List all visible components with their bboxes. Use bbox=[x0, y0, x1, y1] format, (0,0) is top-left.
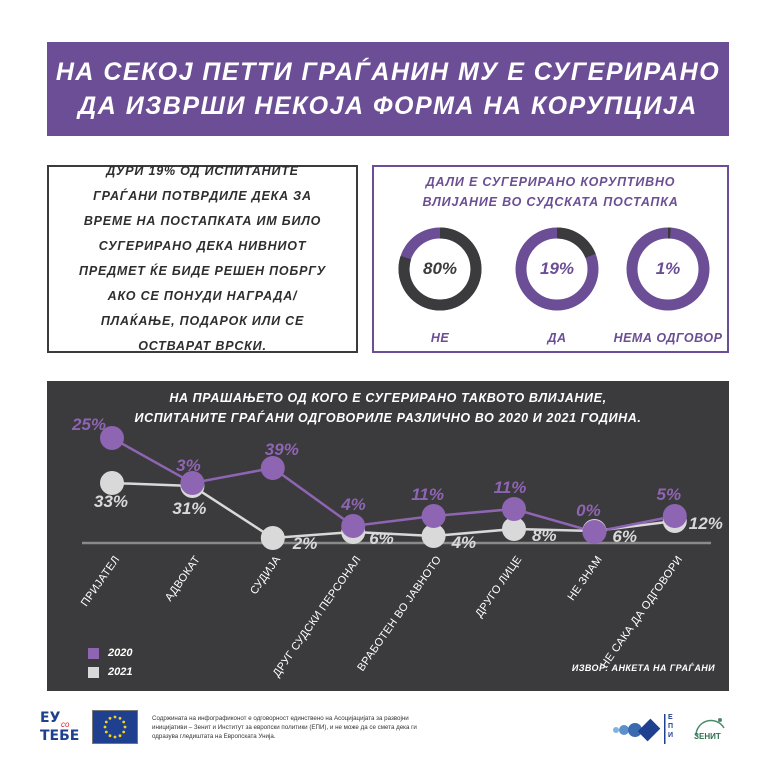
category-label-4: ДРУГ СУДСКИ ПЕРСОНАЛ bbox=[271, 554, 364, 680]
donut-title-line-2: ВЛИЈАНИЕ ВО СУДСКАТА ПОСТАПКА bbox=[422, 195, 679, 209]
chart-title-line-1: НА ПРАШАЊЕТО ОД КОГО Е СУГЕРИРАНО ТАКВОТ… bbox=[169, 391, 607, 405]
chart-source: ИЗВОР: АНКЕТА НА ГРАЃАНИ bbox=[571, 663, 715, 673]
category-label-1: ПРИЈАТЕЛ bbox=[79, 554, 123, 609]
data-label-2021-4: 6% bbox=[369, 529, 394, 548]
donut-no-answer: 1% bbox=[625, 226, 711, 312]
donut-label-yes: ДА bbox=[547, 331, 567, 345]
point-2020-7 bbox=[582, 520, 607, 544]
title-line-1: НА СЕКОЈ ПЕТТИ ГРАЃАНИН МУ Е СУГЕРИРАНО bbox=[55, 58, 721, 86]
data-label-2020-5: 11% bbox=[411, 485, 444, 504]
donut-value-yes: 19% bbox=[539, 259, 575, 278]
legend-2021: 2021 bbox=[88, 666, 132, 678]
donut-no: 80% bbox=[397, 226, 483, 312]
donut-yes: 19% bbox=[514, 226, 600, 312]
data-label-2021-1: 33% bbox=[94, 492, 128, 511]
category-label-6: ДРУГО ЛИЦЕ bbox=[473, 554, 524, 620]
category-label-7: НЕ ЗНАМ bbox=[565, 554, 604, 603]
category-label-8: НЕ САКА ДА ОДГОВОРИ bbox=[598, 554, 685, 671]
data-label-2021-3: 2% bbox=[292, 534, 318, 553]
point-2020-5 bbox=[421, 504, 446, 528]
category-label-2: АДВОКАТ bbox=[163, 554, 203, 604]
data-label-2020-6: 11% bbox=[494, 478, 527, 497]
data-label-2021-7: 6% bbox=[612, 527, 637, 546]
category-label-3: СУДИЈА bbox=[248, 554, 283, 597]
donut-value-no-answer: 1% bbox=[655, 259, 681, 278]
point-2020-8 bbox=[662, 504, 687, 528]
donut-box: ДАЛИ Е СУГЕРИРАНО КОРУПТИВНО ВЛИЈАНИЕ ВО… bbox=[372, 165, 729, 353]
legend-2020: 2020 bbox=[88, 647, 132, 659]
footer-disclaimer: Содржината на инфографиконот е одговорно… bbox=[152, 715, 417, 740]
donut-ring-no bbox=[398, 227, 482, 311]
category-label-5: ВРАБОТЕН ВО ЈАВНОТО bbox=[355, 554, 444, 674]
summary-text: ДУРИ 19% ОД ИСПИТАНИТЕ ГРАЃАНИ ПОТВРДИЛЕ… bbox=[79, 164, 326, 353]
legend-label-2021: 2021 bbox=[108, 666, 133, 678]
data-label-2021-2: 31% bbox=[172, 499, 206, 518]
epi-logo: ЕПИ bbox=[608, 712, 674, 751]
eu-flag-icon bbox=[92, 710, 138, 744]
donut-ring-no-answer bbox=[626, 227, 710, 311]
legend-swatch-2021 bbox=[88, 666, 99, 678]
donut-arc-no bbox=[398, 227, 482, 311]
epi-logo-text: ЕПИ bbox=[668, 714, 674, 739]
zenit-logo: ЗЕНИТ bbox=[690, 710, 730, 750]
summary-box: ДУРИ 19% ОД ИСПИТАНИТЕ ГРАЃАНИ ПОТВРДИЛЕ… bbox=[47, 164, 358, 353]
point-2020-4 bbox=[341, 514, 366, 538]
point-2020-3 bbox=[260, 456, 285, 480]
data-label-2020-2: 3% bbox=[176, 456, 201, 475]
point-2020-1 bbox=[100, 426, 124, 450]
data-label-2021-8: 12% bbox=[689, 514, 723, 533]
data-label-2021-5: 4% bbox=[451, 533, 477, 552]
title-line-2: ДА ИЗВРШИ НЕКОЈА ФОРМА НА КОРУПЦИЈА bbox=[78, 92, 698, 120]
data-label-2020-3: 39% bbox=[265, 440, 299, 459]
eu-logo-text-bottom: ТЕБЕ bbox=[40, 728, 80, 744]
footer: ЕУ со ТЕБЕ Содржината на инфографиконот … bbox=[0, 700, 768, 768]
chart-title-line-2: ИСПИТАНИТЕ ГРАЃАНИ ОДГОВОРИЛЕ РАЗЛИЧНО В… bbox=[134, 411, 642, 425]
line-chart: 25%3%39%4%11% 11%0%5%33% 31%2% 6% 4% 8% 6%12%П… bbox=[71, 415, 723, 680]
data-label-2020-1: 25% bbox=[71, 415, 106, 434]
donut-label-no-answer: НЕМА ОДГОВОР bbox=[613, 331, 723, 345]
eu-with-you-logo: ЕУ со ТЕБЕ bbox=[40, 710, 138, 744]
point-2020-2 bbox=[180, 471, 205, 495]
donut-arc-no-answer bbox=[626, 227, 710, 311]
donut-label-no: НЕ bbox=[430, 331, 450, 345]
point-2021-5 bbox=[421, 524, 446, 548]
data-label-2020-8: 5% bbox=[657, 485, 682, 504]
line-chart-panel: НА ПРАШАЊЕТО ОД КОГО Е СУГЕРИРАНО ТАКВОТ… bbox=[47, 381, 729, 691]
point-2021-1 bbox=[100, 471, 124, 495]
eu-logo-text-mid: со bbox=[61, 720, 70, 729]
data-label-2020-7: 0% bbox=[576, 501, 601, 520]
donut-arc-yes bbox=[515, 227, 599, 311]
point-2021-3 bbox=[260, 526, 285, 550]
donut-value-no: 80% bbox=[422, 259, 458, 278]
legend-swatch-2020 bbox=[88, 647, 99, 659]
series-line-2020 bbox=[111, 436, 676, 534]
donut-ring-yes bbox=[515, 227, 599, 311]
point-2020-6 bbox=[502, 497, 526, 521]
title-banner: НА СЕКОЈ ПЕТТИ ГРАЃАНИН МУ Е СУГЕРИРАНО … bbox=[47, 42, 729, 136]
data-label-2020-4: 4% bbox=[340, 495, 366, 514]
donut-title-line-1: ДАЛИ Е СУГЕРИРАНО КОРУПТИВНО bbox=[425, 175, 676, 189]
series-line-2021 bbox=[111, 481, 675, 540]
eu-logo-text-top: ЕУ bbox=[40, 710, 61, 726]
data-label-2021-6: 8% bbox=[532, 526, 557, 545]
legend-label-2020: 2020 bbox=[108, 647, 133, 659]
point-2021-6 bbox=[502, 517, 526, 541]
zenit-logo-text: ЗЕНИТ bbox=[694, 732, 721, 741]
